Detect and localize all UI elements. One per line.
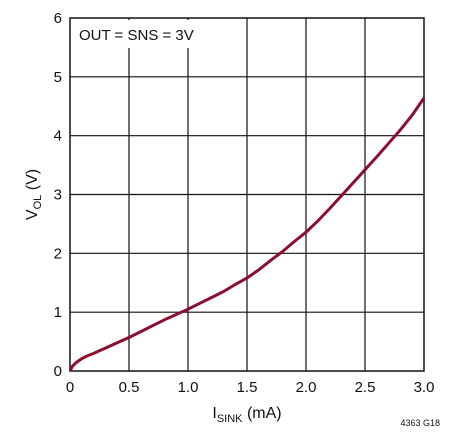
y-tick-label: 4 xyxy=(54,128,62,145)
x-tick-labels: 0 0.5 1.0 1.5 2.0 2.5 3.0 xyxy=(66,379,435,396)
x-axis-label: ISINK (mA) xyxy=(212,405,281,425)
x-tick-label: 3.0 xyxy=(414,379,435,396)
y-tick-label: 6 xyxy=(54,10,62,27)
x-tick-label: 1.0 xyxy=(178,379,199,396)
x-axis-label-main: I xyxy=(212,405,216,422)
grid-lines xyxy=(70,18,424,371)
x-axis-label-subscript: SINK xyxy=(217,413,243,425)
x-tick-label: 2.5 xyxy=(355,379,376,396)
plot-frame xyxy=(69,17,425,372)
series-line xyxy=(68,97,426,372)
x-tick-label: 0 xyxy=(66,379,74,396)
x-axis-label-unit: (mA) xyxy=(243,405,282,422)
y-axis-label-unit: (V) xyxy=(24,169,41,195)
y-axis-label-main: V xyxy=(24,209,41,220)
y-tick-label: 0 xyxy=(54,363,62,380)
x-tick-label: 0.5 xyxy=(119,379,140,396)
y-tick-label: 5 xyxy=(54,69,62,86)
y-tick-label: 2 xyxy=(54,245,62,262)
x-tick-label: 1.5 xyxy=(237,379,258,396)
y-tick-label: 1 xyxy=(54,304,62,321)
y-axis-label: VOL (V) xyxy=(24,169,44,220)
figure-id: 4363 G18 xyxy=(400,418,440,428)
y-tick-labels: 0 1 2 3 4 5 6 xyxy=(54,10,62,380)
x-tick-label: 2.0 xyxy=(296,379,317,396)
y-axis-label-subscript: OL xyxy=(32,195,44,210)
annotation-background xyxy=(72,20,192,48)
y-tick-label: 3 xyxy=(54,187,62,204)
annotation-label: OUT = SNS = 3V xyxy=(79,27,194,44)
